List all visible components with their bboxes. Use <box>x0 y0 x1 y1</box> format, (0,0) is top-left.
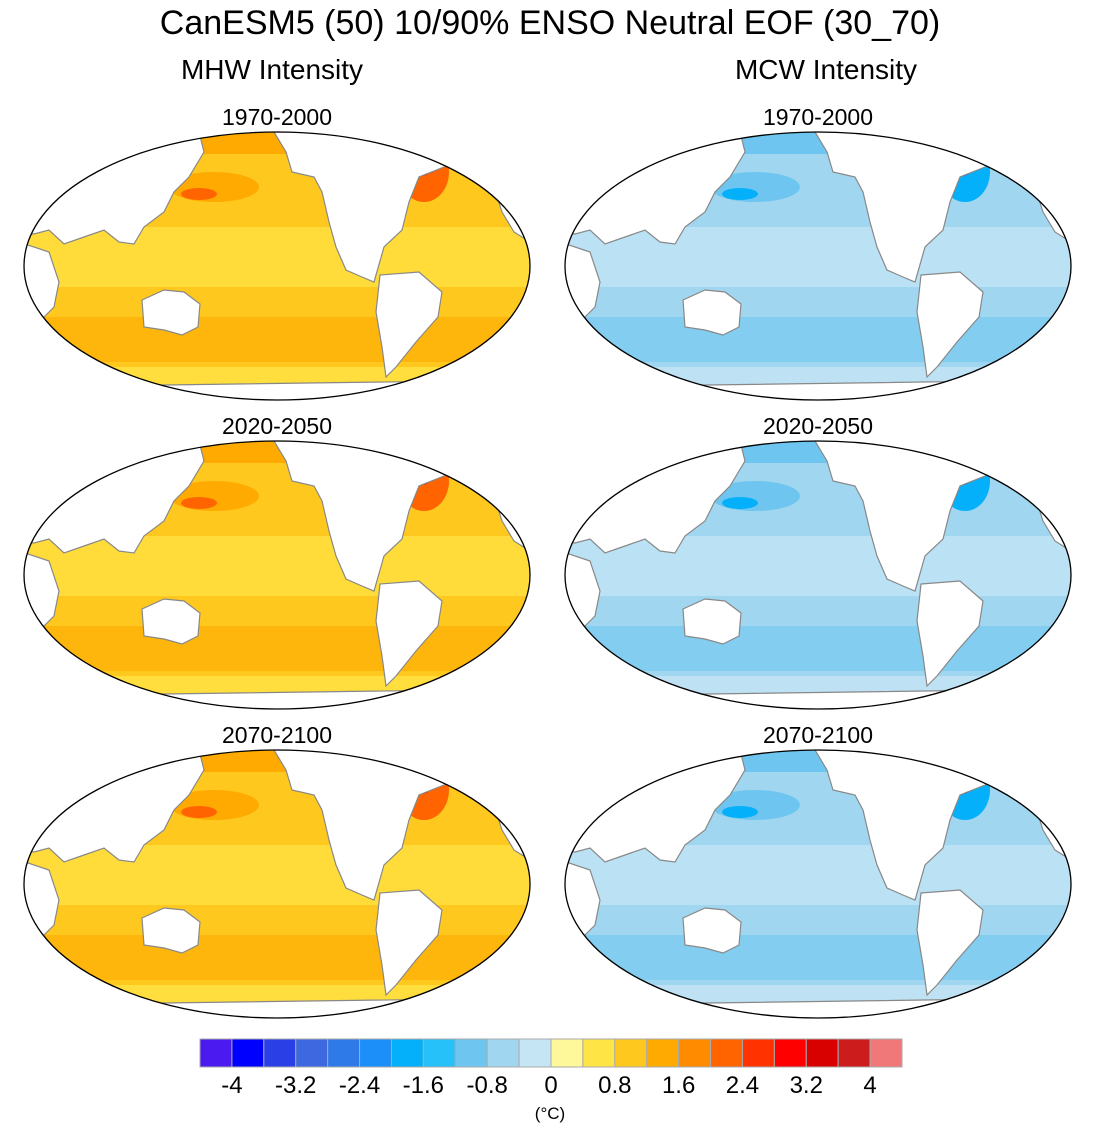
colorbar-swatch <box>805 1038 839 1068</box>
panel-subtitle: 2070-2100 <box>222 722 332 748</box>
map-cold-2 <box>564 749 1072 1019</box>
map-cold-1 <box>564 440 1072 710</box>
colorbar-tick-label: -0.8 <box>466 1072 508 1099</box>
colorbar-tick-label: -4 <box>221 1072 243 1099</box>
map-warm-1 <box>23 440 531 710</box>
colorbar-swatch <box>518 1038 552 1068</box>
colorbar-swatch <box>199 1038 233 1068</box>
colorbar-tick-label: -1.6 <box>402 1072 445 1099</box>
colorbar-swatch <box>550 1038 584 1068</box>
colorbar-swatch <box>390 1038 424 1068</box>
colorbar-swatch <box>582 1038 616 1068</box>
colorbar-swatch <box>486 1038 520 1068</box>
colorbar-swatch <box>359 1038 392 1068</box>
map-warm-0 <box>23 131 531 401</box>
colorbar-swatch <box>231 1038 265 1068</box>
map-warm-2 <box>23 749 531 1019</box>
colorbar-swatch <box>614 1038 648 1068</box>
figure-title: CanESM5 (50) 10/90% ENSO Neutral EOF (30… <box>159 4 941 42</box>
colorbar-tick-label: 3.2 <box>789 1072 823 1099</box>
colorbar-swatch <box>773 1038 807 1068</box>
colorbar-tick-label: -2.4 <box>338 1072 381 1099</box>
colorbar-swatch <box>678 1038 712 1068</box>
colorbar-tick-label: -3.2 <box>275 1072 317 1099</box>
colorbar <box>199 1038 903 1068</box>
panel-subtitle: 1970-2000 <box>222 104 332 130</box>
colorbar-swatch <box>263 1038 297 1068</box>
colorbar-swatch <box>869 1038 903 1068</box>
colorbar-tick-label: 0.8 <box>598 1072 632 1099</box>
column-title-mcw: MCW Intensity <box>734 54 918 85</box>
colorbar-tick-label: 4 <box>863 1072 877 1099</box>
colorbar-tick-label: 0 <box>544 1072 558 1099</box>
colorbar-swatch <box>710 1038 743 1068</box>
colorbar-swatch <box>295 1038 329 1068</box>
column-title-mhw: MHW Intensity <box>180 54 364 85</box>
colorbar-swatch <box>327 1038 361 1068</box>
colorbar-tick-label: 2.4 <box>725 1072 760 1099</box>
panel-subtitle: 2020-2050 <box>222 413 332 439</box>
panel-subtitle: 1970-2000 <box>763 104 873 130</box>
colorbar-swatch <box>837 1038 871 1068</box>
colorbar-swatch <box>422 1038 456 1068</box>
colorbar-swatch <box>454 1038 488 1068</box>
colorbar-swatch <box>646 1038 680 1068</box>
colorbar-swatch <box>741 1038 775 1068</box>
colorbar-tick-label: 1.6 <box>661 1072 696 1099</box>
map-cold-0 <box>564 131 1072 401</box>
colorbar-unit: (°C) <box>534 1104 566 1123</box>
panel-subtitle: 2070-2100 <box>763 722 873 748</box>
panel-subtitle: 2020-2050 <box>763 413 873 439</box>
